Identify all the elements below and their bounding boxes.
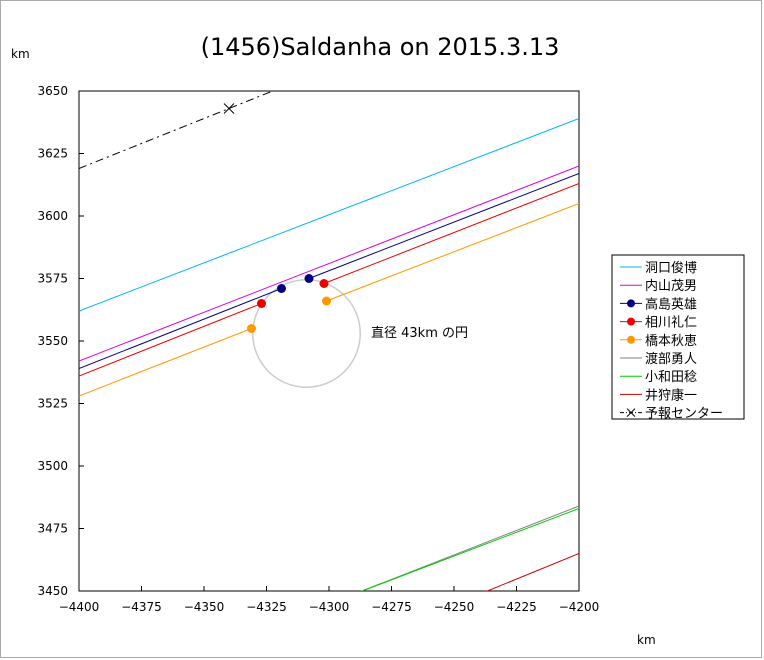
- series-line-segment: [79, 303, 262, 377]
- series-line-segment: [79, 328, 252, 397]
- series-line: [79, 91, 275, 169]
- circle-annotation: 直径 43km の円: [371, 326, 468, 341]
- series-point: [247, 324, 256, 333]
- legend-label: 相川礼仁: [645, 315, 697, 331]
- legend-entry: 内山茂男: [620, 278, 697, 294]
- y-tick-label: 3625: [37, 147, 68, 161]
- legend-entry: 井狩康一: [620, 387, 697, 403]
- legend-label: 洞口俊博: [645, 261, 697, 276]
- legend-label: 予報センター: [645, 407, 723, 422]
- y-tick-label: 3475: [37, 522, 68, 536]
- x-axis-ticks: −4400 −4375 −4350 −4325 −4300 −4275 −4250 −4225…: [59, 586, 600, 614]
- legend-label: 小和田稔: [645, 370, 697, 385]
- legend-swatch-dot: [627, 299, 635, 308]
- legend-entry: 相川礼仁: [620, 315, 697, 331]
- legend-swatch-dot: [627, 335, 635, 344]
- legend-entry: 渡部勇人: [620, 351, 697, 367]
- y-tick-label: 3575: [37, 272, 68, 286]
- legend-entry: 高島英雄: [620, 296, 697, 312]
- cross-stroke: [223, 103, 235, 114]
- x-tick-label: −4375: [121, 600, 162, 614]
- chart-title: (1456)Saldanha on 2015.3.13: [201, 33, 560, 61]
- x-axis-unit-label: km: [637, 633, 656, 647]
- series-layer: [79, 91, 579, 591]
- plot-area: [78, 90, 580, 592]
- legend-label: 内山茂男: [645, 278, 697, 294]
- series-line-segment: [79, 288, 282, 369]
- y-axis-ticks: 3450 3475 3500 3525 3550 3575 3600 3625 3650: [37, 84, 84, 598]
- x-tick-label: −4400: [59, 600, 100, 614]
- legend-label: 高島英雄: [645, 296, 697, 312]
- x-tick-label: −4250: [434, 600, 475, 614]
- cross-marker: [223, 103, 235, 114]
- series-line: [79, 165, 579, 362]
- series-line-segment: [308, 173, 579, 279]
- legend-label: 橋本秋恵: [645, 334, 697, 349]
- legend-entry: 予報センター: [620, 407, 723, 422]
- series-line: [79, 118, 579, 312]
- x-tick-label: −4350: [184, 600, 225, 614]
- legend-swatch-dot: [627, 317, 635, 326]
- legend-entry: 小和田稔: [620, 370, 697, 385]
- legend-entry: 橋本秋恵: [620, 334, 697, 349]
- x-tick-label: −4225: [496, 600, 537, 614]
- series-point: [304, 274, 314, 283]
- y-tick-label: 3600: [37, 209, 68, 223]
- series-line: [360, 508, 579, 591]
- y-tick-label: 3500: [37, 459, 68, 473]
- legend-label: 渡部勇人: [645, 351, 697, 367]
- y-tick-label: 3450: [37, 584, 68, 598]
- y-tick-label: 3525: [37, 397, 68, 411]
- legend-label: 井狩康一: [645, 387, 697, 403]
- x-tick-label: −4325: [246, 600, 287, 614]
- legend-entry: 洞口俊博: [620, 261, 697, 276]
- y-tick-label: 3550: [37, 334, 68, 348]
- series-line-segment: [326, 203, 579, 302]
- y-axis-unit-label: km: [11, 47, 30, 61]
- series-point: [277, 284, 286, 293]
- x-tick-label: −4300: [309, 600, 350, 614]
- series-point: [257, 299, 266, 308]
- legend-swatch-cross: [626, 408, 636, 417]
- series-point: [319, 279, 329, 288]
- series-line: [486, 553, 579, 591]
- y-tick-label: 3650: [37, 84, 68, 98]
- x-tick-label: −4200: [559, 600, 600, 614]
- series-line-segment: [323, 183, 579, 284]
- x-tick-label: −4275: [371, 600, 412, 614]
- series-point: [322, 296, 331, 306]
- legend-box: [611, 254, 745, 420]
